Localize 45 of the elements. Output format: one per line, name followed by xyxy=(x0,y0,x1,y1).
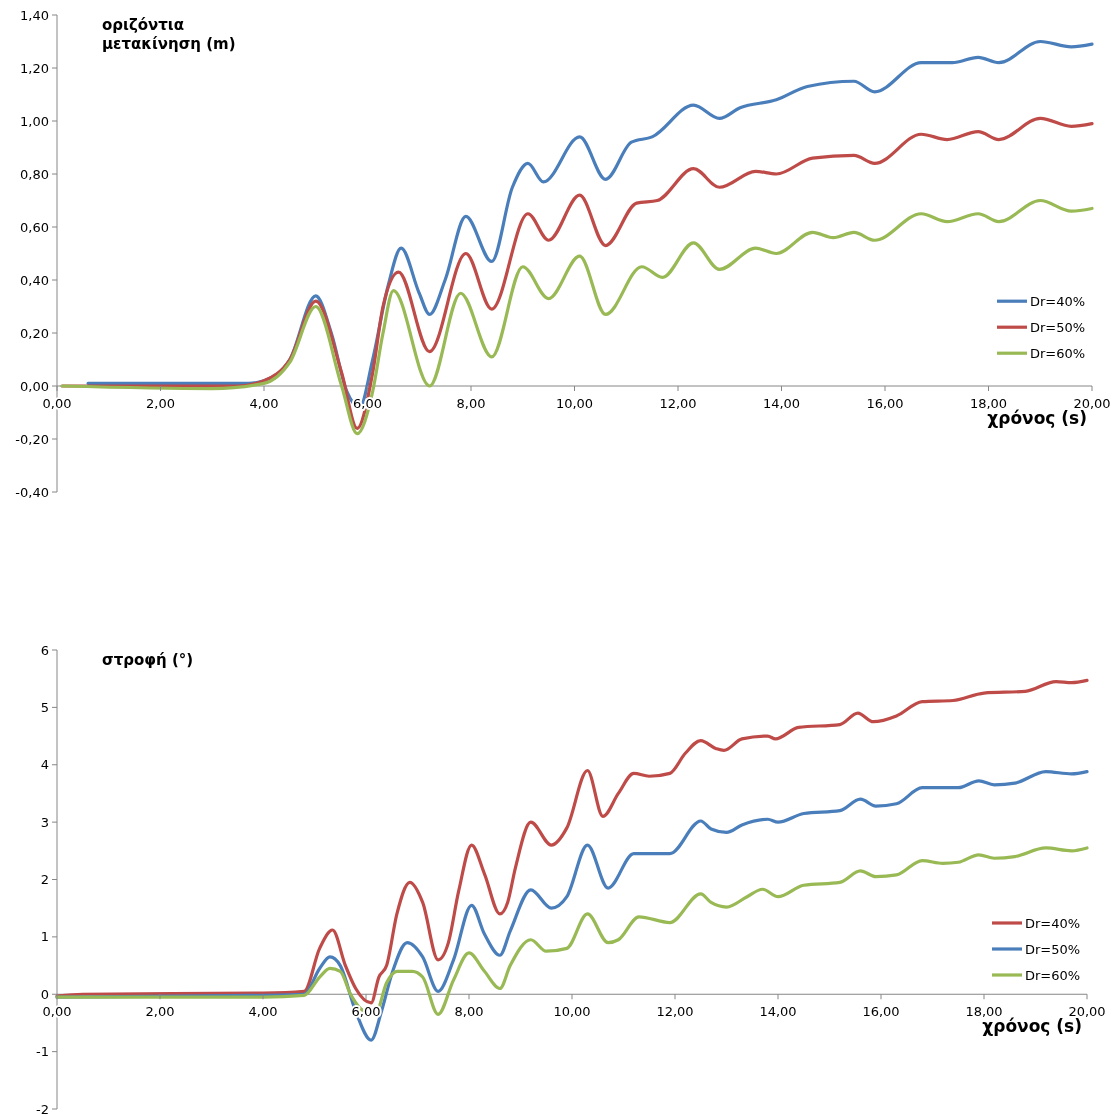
y-tick-label: 3 xyxy=(40,814,49,830)
x-tick-label: 10,00 xyxy=(553,1004,591,1020)
y-tick-label: 0,00 xyxy=(20,378,49,394)
legend-label: Dr=50% xyxy=(1030,319,1086,335)
y-tick-label: 0,80 xyxy=(20,166,49,182)
y-tick-label: -0,20 xyxy=(15,431,49,447)
x-tick-label: 14,00 xyxy=(762,396,801,411)
y-tick-label: 0,40 xyxy=(20,272,49,288)
x-tick-label: 12,00 xyxy=(656,1004,694,1020)
legend-label: Dr=60% xyxy=(1030,345,1086,361)
y-tick-label: 6 xyxy=(40,642,49,658)
line-series xyxy=(55,678,1089,1005)
legend-label: Dr=60% xyxy=(1025,967,1081,983)
x-tick-label: 16,00 xyxy=(866,396,904,411)
y-tick-label: -1 xyxy=(36,1044,49,1060)
y-tick-label: -2 xyxy=(36,1101,49,1115)
y-tick-label: 0 xyxy=(40,986,49,1002)
x-tick-label: 20,00 xyxy=(1073,396,1111,411)
y-tick-label: 1,20 xyxy=(20,60,49,76)
y-tick-label: 1 xyxy=(40,929,49,945)
y-axis-title: στροφή (°) xyxy=(102,651,194,669)
y-tick-label: -0,40 xyxy=(15,484,49,500)
x-tick-label: 12,00 xyxy=(659,396,697,411)
x-tick-label: 8,00 xyxy=(454,1004,484,1020)
y-tick-label: 5 xyxy=(40,699,49,715)
x-axis-title: χρόνος (s) xyxy=(987,408,1087,428)
y-tick-label: 1,00 xyxy=(20,113,49,129)
x-tick-label: 18,00 xyxy=(969,396,1008,411)
x-tick-label: 4,00 xyxy=(248,1004,278,1020)
legend-label: Dr=50% xyxy=(1025,941,1081,957)
y-axis-title: οριζόντια μετακίνηση (m) xyxy=(102,16,236,53)
x-tick-label: 16,00 xyxy=(862,1004,900,1020)
x-tick-label: 2,00 xyxy=(145,1004,175,1020)
x-tick-label: 10,00 xyxy=(555,396,594,411)
x-tick-label: 14,00 xyxy=(759,1004,797,1020)
x-tick-label: 4,00 xyxy=(249,396,279,411)
legend-label: Dr=40% xyxy=(1025,915,1081,931)
legend-label: Dr=40% xyxy=(1030,293,1086,309)
y-tick-label: 4 xyxy=(40,757,49,773)
y-tick-label: 0,60 xyxy=(20,219,49,235)
x-tick-label: 2,00 xyxy=(146,396,175,411)
y-tick-label: 2 xyxy=(40,872,49,888)
y-tick-label: 1,40 xyxy=(20,7,49,23)
y-tick-label: 0,20 xyxy=(20,325,49,341)
x-tick-label: 8,00 xyxy=(456,396,486,411)
